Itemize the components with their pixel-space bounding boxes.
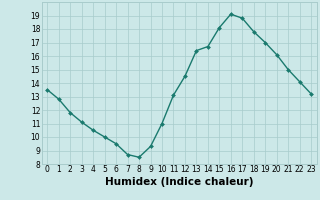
X-axis label: Humidex (Indice chaleur): Humidex (Indice chaleur): [105, 177, 253, 187]
